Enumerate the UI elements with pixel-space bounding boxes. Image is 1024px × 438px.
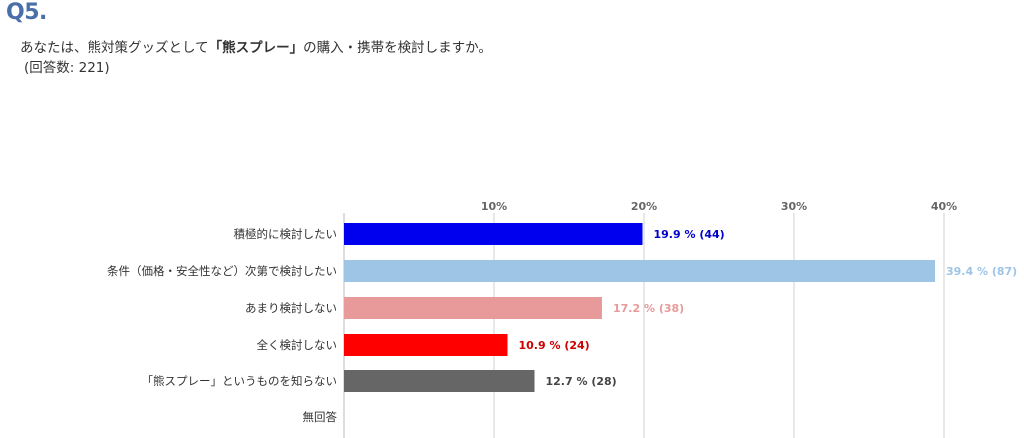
value-label: 39.4 % (87)	[946, 265, 1017, 278]
bar	[344, 223, 643, 245]
category-label: 条件（価格・安全性など）次第で検討したい	[107, 264, 337, 278]
question-text-emphasis: 「熊スプレー」	[208, 40, 304, 56]
question-text: あなたは、熊対策グッズとして「熊スプレー」の購入・携帯を検討しますか。	[20, 36, 492, 56]
bar	[344, 334, 508, 356]
value-label: 17.2 % (38)	[613, 302, 684, 315]
value-label: 10.9 % (24)	[519, 339, 590, 352]
category-label: 「熊スプレー」というものを知らない	[142, 374, 338, 388]
question-text-before: あなたは、熊対策グッズとして	[20, 40, 209, 56]
category-label: あまり検討しない	[245, 301, 337, 315]
question-number: Q5.	[6, 0, 47, 25]
response-count: (回答数: 221)	[24, 60, 110, 76]
category-label: 無回答	[303, 410, 338, 424]
bar	[344, 297, 602, 319]
bar	[344, 260, 935, 282]
category-label: 積極的に検討したい	[234, 227, 338, 241]
tick-label-10: 10%	[481, 200, 507, 213]
tick-label-40: 40%	[931, 200, 957, 213]
tick-label-30: 30%	[781, 200, 807, 213]
tick-label-20: 20%	[631, 200, 657, 213]
value-label: 19.9 % (44)	[654, 228, 725, 241]
category-label: 全く検討しない	[257, 338, 338, 352]
bar	[344, 370, 535, 392]
question-text-after: の購入・携帯を検討しますか。	[303, 40, 492, 56]
value-label: 12.7 % (28)	[546, 375, 617, 388]
